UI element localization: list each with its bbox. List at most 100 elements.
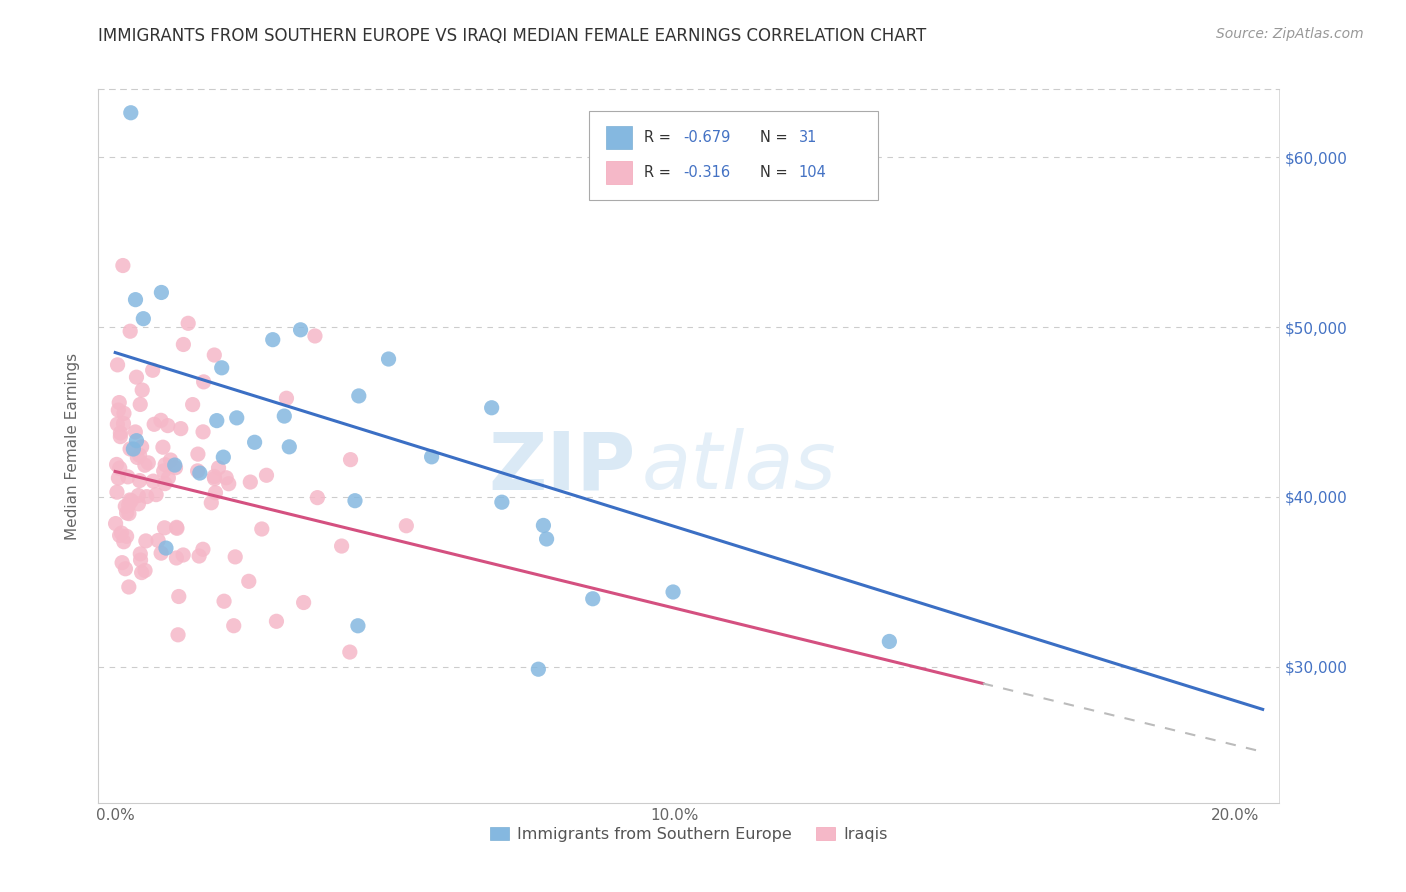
Point [347,389,370,403]
Point [155,541,177,555]
Point [132,311,155,326]
Point [222,618,245,632]
Point [339,645,361,659]
Point [202,348,225,362]
Point [188,466,211,480]
Point [211,360,233,375]
Point [118,498,141,512]
Point [243,435,266,450]
Point [395,518,418,533]
Point [107,358,129,372]
Point [172,337,194,351]
Point [108,528,131,542]
Point [167,590,190,604]
Point [239,475,262,489]
FancyBboxPatch shape [606,161,633,184]
Point [343,493,366,508]
Point [177,316,200,330]
Point [200,496,222,510]
Point [153,476,176,491]
Point [105,458,128,472]
Point [187,464,209,478]
Point [238,574,260,589]
Point [307,491,329,505]
Point [125,434,148,448]
Point [122,442,145,456]
Point [193,375,215,389]
Point [145,488,167,502]
Point [153,458,176,472]
Point [114,500,136,514]
Point [120,442,142,456]
Point [115,529,138,543]
Text: N =: N = [759,130,792,145]
Point [582,591,605,606]
Point [131,440,153,454]
Point [204,485,226,500]
Point [481,401,503,415]
Text: -0.679: -0.679 [683,130,730,145]
Point [218,476,240,491]
Point [110,526,132,541]
Point [224,549,246,564]
FancyBboxPatch shape [606,127,633,149]
Point [212,594,235,608]
Point [142,363,165,377]
Point [339,452,361,467]
Point [111,556,134,570]
Text: R =: R = [644,165,675,180]
Point [491,495,513,509]
Point [536,532,558,546]
Point [146,533,169,548]
Point [152,440,174,454]
Point [150,285,173,300]
Point [127,489,149,503]
FancyBboxPatch shape [589,111,877,200]
Point [292,595,315,609]
Point [156,418,179,433]
Point [153,521,176,535]
Point [225,410,247,425]
Point [215,471,238,485]
Point [150,546,173,560]
Point [131,566,153,580]
Point [124,425,146,439]
Point [347,619,370,633]
Text: 31: 31 [799,130,817,145]
Point [250,522,273,536]
Point [191,542,214,557]
Point [129,547,152,561]
Point [112,417,135,431]
Y-axis label: Median Female Earnings: Median Female Earnings [65,352,80,540]
Text: N =: N = [759,165,792,180]
Point [125,370,148,384]
Point [202,469,225,483]
Point [108,395,131,409]
Point [531,518,554,533]
Point [127,450,149,465]
Point [266,615,288,629]
Point [191,425,214,439]
Point [112,406,135,420]
Text: 104: 104 [799,165,827,180]
Point [118,580,141,594]
Point [111,259,134,273]
Point [107,471,129,485]
Point [165,460,187,475]
Text: IMMIGRANTS FROM SOUTHERN EUROPE VS IRAQI MEDIAN FEMALE EARNINGS CORRELATION CHAR: IMMIGRANTS FROM SOUTHERN EUROPE VS IRAQI… [98,27,927,45]
Point [105,485,128,500]
Point [879,634,901,648]
Point [278,440,301,454]
Point [107,403,129,417]
Point [120,493,142,508]
Point [330,539,353,553]
Point [110,429,132,443]
Point [166,520,188,534]
Point [188,549,211,563]
Point [256,468,278,483]
Point [115,506,138,520]
Point [157,471,180,485]
Point [131,383,153,397]
Point [129,553,152,567]
Point [262,333,284,347]
